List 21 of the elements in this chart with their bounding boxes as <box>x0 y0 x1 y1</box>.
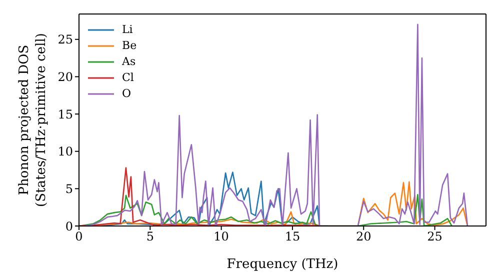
x-tick-label: 10 <box>214 230 229 244</box>
legend-label: Be <box>122 38 137 54</box>
x-tick-label: 15 <box>284 230 300 244</box>
x-tick-label: 0 <box>75 230 83 244</box>
x-tick-label: 5 <box>146 230 154 244</box>
legend-label: As <box>122 54 136 70</box>
y-tick-label: 15 <box>58 107 73 122</box>
legend-label: Li <box>122 22 133 38</box>
x-tick-label: 25 <box>427 230 442 244</box>
x-axis-title: Frequency (THz) <box>226 257 338 272</box>
y-tick-label: 25 <box>58 32 73 47</box>
x-tick-label: 20 <box>356 230 372 244</box>
line-series <box>79 194 452 226</box>
y-axis-title: Phonon projected DOS (States/THz·primitive cell) <box>17 32 49 208</box>
y-tick-label: 0 <box>65 219 73 234</box>
line-series <box>84 24 468 226</box>
legend-label: Cl <box>122 70 134 86</box>
y-tick-label: 10 <box>58 144 73 159</box>
legend-label: O <box>122 86 132 102</box>
y-tick-label: 20 <box>58 70 73 84</box>
y-tick-label: 5 <box>65 182 73 196</box>
